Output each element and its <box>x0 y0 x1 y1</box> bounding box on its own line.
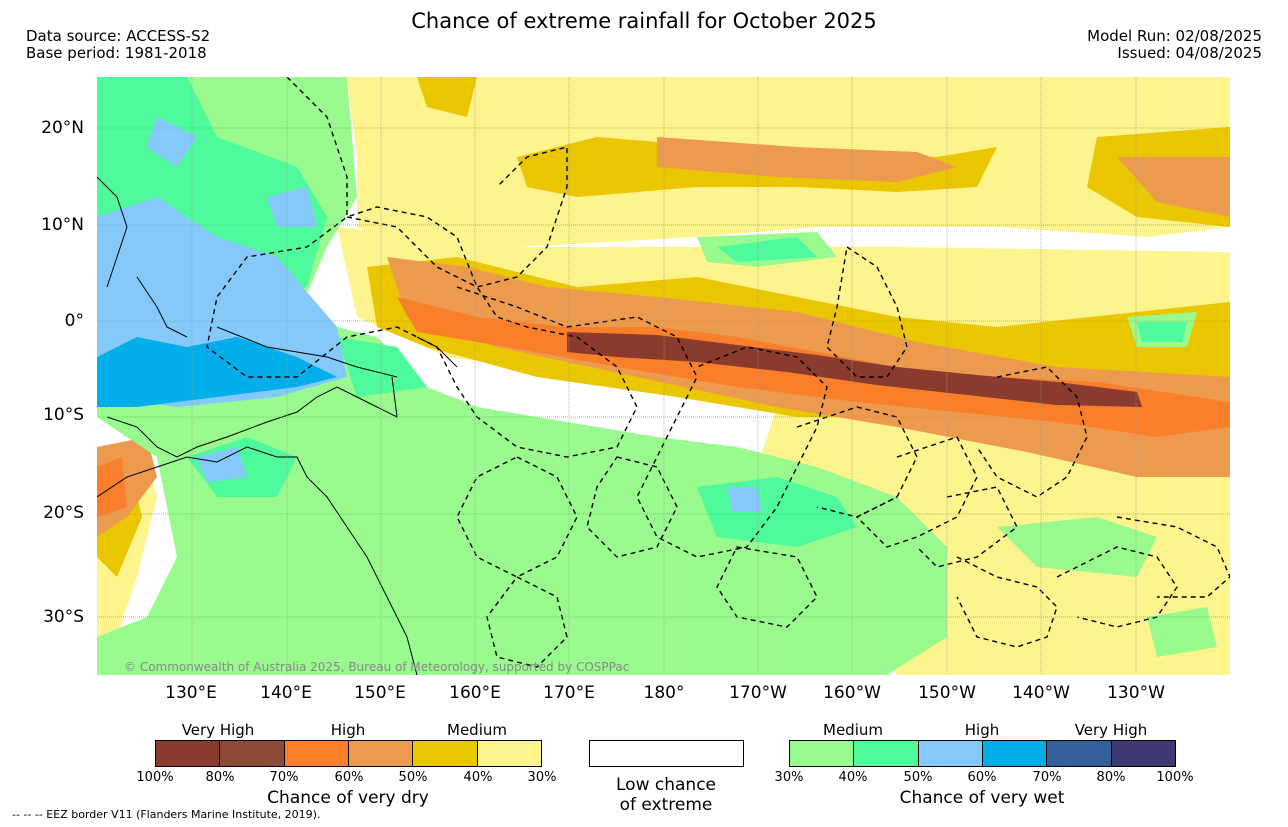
lon-label: 150°E <box>354 683 406 703</box>
wet-tick-label: 40% <box>838 770 868 785</box>
dry-caption: Chance of very dry <box>267 788 429 808</box>
dry-swatch-60 <box>347 741 413 766</box>
wet-swatch-50 <box>917 741 982 766</box>
low-chance-label: Low chance of extreme <box>588 775 744 815</box>
dry-heading-medium: Medium <box>447 721 507 739</box>
dry-heading-very-high: Very High <box>181 721 255 739</box>
dry-very-high-80-region <box>567 332 1142 407</box>
lon-label: 140°W <box>1012 683 1070 703</box>
dry-tick-label: 50% <box>398 770 428 785</box>
lon-label: 160°E <box>449 683 501 703</box>
wet-tick-label: 70% <box>1032 770 1062 785</box>
dry-swatch-80 <box>219 741 284 766</box>
lon-label: 150°W <box>918 683 976 703</box>
wet-colorbar <box>789 740 1176 767</box>
wet-swatch-30 <box>790 741 854 766</box>
wet-tick-label: 60% <box>967 770 997 785</box>
eez-footnote: -- -- -- EEZ border V11 (Flanders Marine… <box>12 808 321 821</box>
lon-label: 170°E <box>543 683 595 703</box>
lat-label: 10°N <box>41 215 84 235</box>
dry-swatch-70 <box>283 741 348 766</box>
lat-label: 10°S <box>43 405 84 425</box>
lat-label: 20°S <box>43 503 84 523</box>
dry-swatch-40 <box>476 741 541 766</box>
dry-tick-label: 60% <box>334 770 364 785</box>
base-period-text: Base period: 1981-2018 <box>26 44 207 62</box>
data-source-text: Data source: ACCESS-S2 <box>26 27 211 45</box>
wet-swatch-60 <box>981 741 1047 766</box>
dry-heading-high: High <box>330 721 366 739</box>
wet-swatch-40 <box>853 741 918 766</box>
dry-swatch-100 <box>156 741 220 766</box>
low-chance-line2: of extreme <box>619 795 713 815</box>
dry-colorbar <box>155 740 542 767</box>
lon-label: 140°E <box>260 683 312 703</box>
wet-swatch-70 <box>1046 741 1111 766</box>
copyright-text: © Commonwealth of Australia 2025, Bureau… <box>124 660 630 674</box>
dry-tick-label: 40% <box>463 770 493 785</box>
dry-tick-label: 100% <box>136 770 174 785</box>
wet-heading-medium: Medium <box>823 721 883 739</box>
wet-high-60-region <box>97 337 337 407</box>
graticule <box>97 77 1230 675</box>
wet-heading-very-high: Very High <box>1074 721 1148 739</box>
wet-swatch-80 <box>1110 741 1175 766</box>
model-run-text: Model Run: 02/08/2025 <box>1087 27 1262 45</box>
lon-label: 160°W <box>823 683 881 703</box>
map-title: Chance of extreme rainfall for October 2… <box>411 9 877 33</box>
wet-tick-label: 30% <box>774 770 804 785</box>
rainfall-map <box>97 77 1230 675</box>
lat-label: 0° <box>64 311 84 331</box>
dry-tick-label: 30% <box>527 770 557 785</box>
wet-tick-label: 50% <box>903 770 933 785</box>
lon-label: 130°W <box>1107 683 1165 703</box>
low-chance-swatch <box>589 740 744 767</box>
wet-caption: Chance of very wet <box>899 788 1065 808</box>
issued-text: Issued: 04/08/2025 <box>1117 44 1262 62</box>
lon-label: 130°E <box>165 683 217 703</box>
low-chance-line1: Low chance <box>616 775 716 795</box>
lon-label: 170°W <box>729 683 787 703</box>
eez-borders <box>206 77 1230 668</box>
lat-label: 30°S <box>43 607 84 627</box>
lon-label: 180° <box>643 683 685 703</box>
dry-tick-label: 70% <box>269 770 299 785</box>
wet-tick-label: 100% <box>1156 770 1194 785</box>
wet-heading-high: High <box>964 721 1000 739</box>
wet-tick-label: 80% <box>1096 770 1126 785</box>
lat-label: 20°N <box>41 118 84 138</box>
dry-swatch-50 <box>412 741 477 766</box>
dry-tick-label: 80% <box>205 770 235 785</box>
